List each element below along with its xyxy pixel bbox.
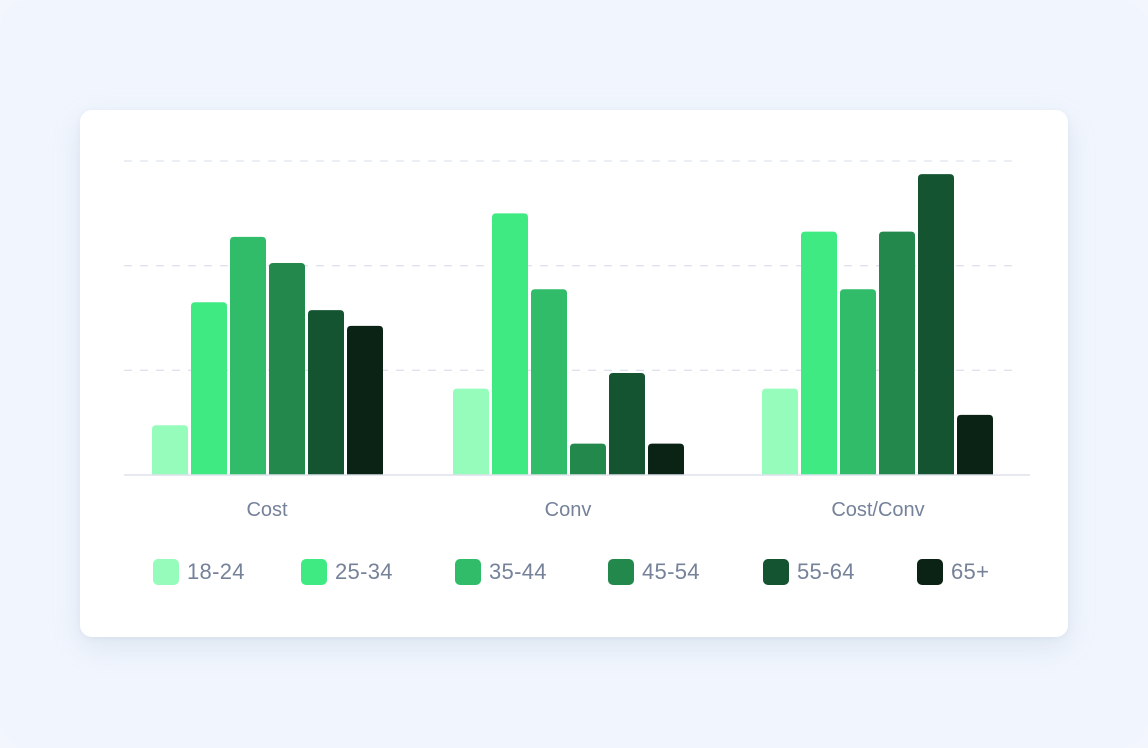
bar-conv-25-34[interactable] <box>492 213 528 476</box>
bar-cost-conv-18-24[interactable] <box>762 388 798 475</box>
bar-cost-25-34[interactable] <box>191 302 227 475</box>
bar-conv-45-54[interactable] <box>570 443 606 475</box>
bar-cost-conv-45-54[interactable] <box>879 231 915 475</box>
legend-swatch <box>763 559 789 585</box>
bar-cost-conv-55-64[interactable] <box>918 174 954 476</box>
legend-swatch <box>455 559 481 585</box>
bar-cost-45-54[interactable] <box>269 263 305 475</box>
bar-conv-18-24[interactable] <box>453 388 489 475</box>
bar-cost-conv-65-plus[interactable] <box>957 414 993 475</box>
bar-cost-55-64[interactable] <box>308 310 344 475</box>
bar-conv-55-64[interactable] <box>609 372 645 475</box>
bar-cost-35-44[interactable] <box>230 236 266 475</box>
bar-cost-conv-35-44[interactable] <box>840 289 876 475</box>
bar-cost-18-24[interactable] <box>152 425 188 475</box>
bars <box>152 174 993 476</box>
legend-item-35-44[interactable]: 35-44 <box>455 556 547 588</box>
bar-conv-35-44[interactable] <box>531 289 567 475</box>
legend-item-55-64[interactable]: 55-64 <box>763 556 855 588</box>
legend-item-45-54[interactable]: 45-54 <box>608 556 700 588</box>
legend-swatch <box>608 559 634 585</box>
category-label-conv: Conv <box>545 499 592 521</box>
legend-swatch <box>917 559 943 585</box>
category-labels: Cost Conv Cost/Conv <box>246 499 924 521</box>
bar-cost-65-plus[interactable] <box>347 325 383 475</box>
legend-swatch <box>153 559 179 585</box>
legend-label: 55-64 <box>797 559 855 584</box>
legend-label: 35-44 <box>489 559 547 584</box>
legend-swatch <box>301 559 327 585</box>
legend-label: 18-24 <box>187 559 245 584</box>
legend-item-65-plus[interactable]: 65+ <box>917 556 989 588</box>
chart-legend: 18-24 25-34 35-44 45-54 55-64 65+ <box>0 556 1148 588</box>
legend-item-18-24[interactable]: 18-24 <box>153 556 245 588</box>
bar-cost-conv-25-34[interactable] <box>801 231 837 475</box>
bar-conv-65-plus[interactable] <box>648 443 684 475</box>
legend-label: 65+ <box>951 559 990 584</box>
category-label-cost: Cost <box>246 499 288 521</box>
category-label-cost-per-conv: Cost/Conv <box>831 499 924 521</box>
legend-item-25-34[interactable]: 25-34 <box>301 556 393 588</box>
legend-label: 25-34 <box>335 559 393 584</box>
legend-label: 45-54 <box>642 559 700 584</box>
